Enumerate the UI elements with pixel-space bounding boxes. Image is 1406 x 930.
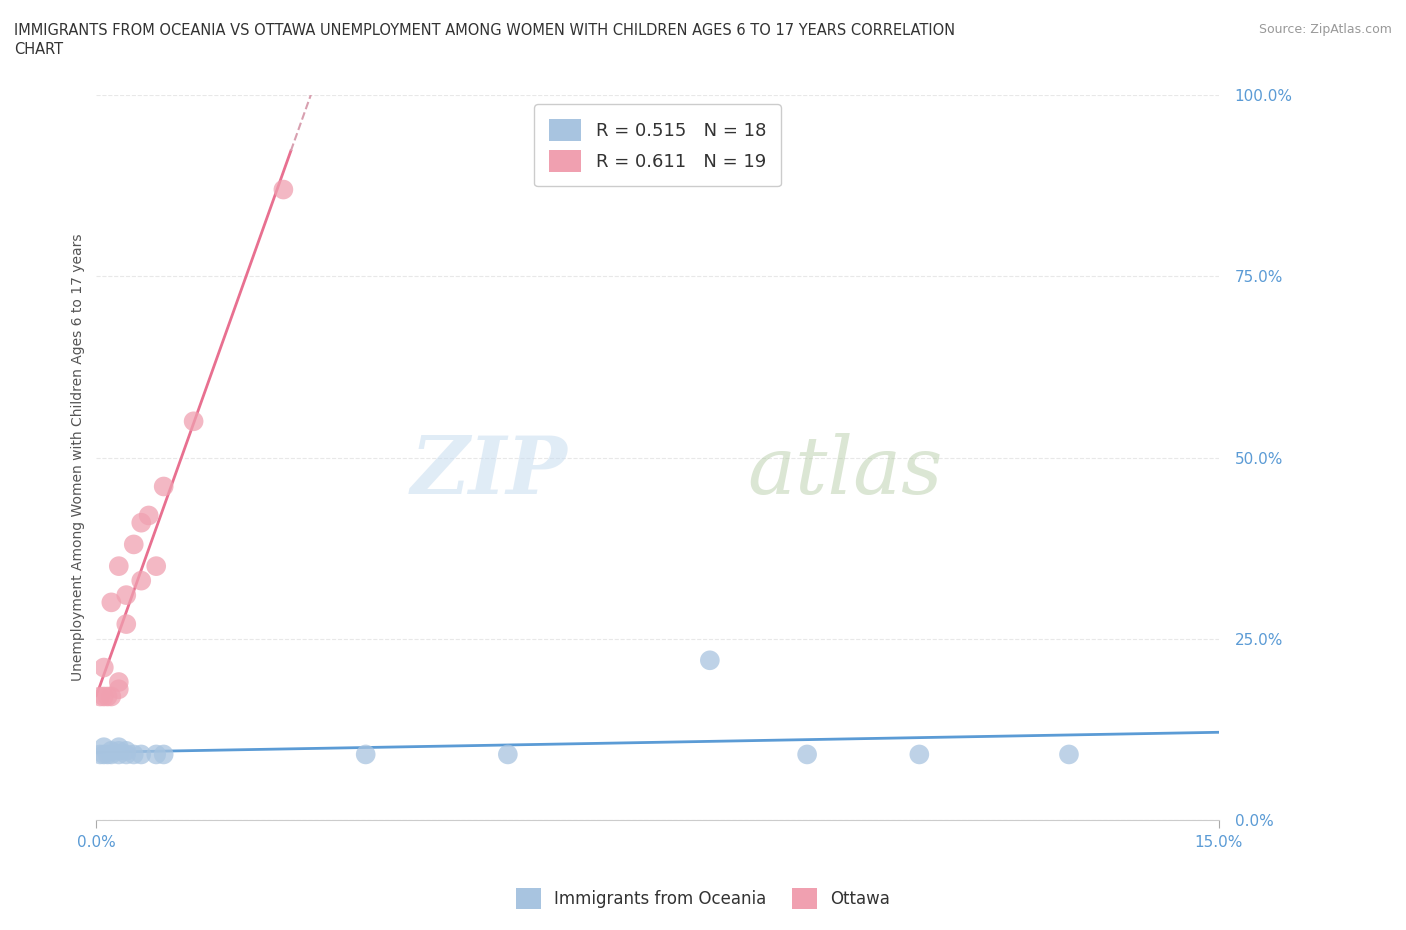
Point (122, 747, 145, 762)
Point (129, 747, 152, 762)
Legend: R = 0.515   N = 18, R = 0.611   N = 19: R = 0.515 N = 18, R = 0.611 N = 19 (534, 104, 780, 186)
Point (100, 689, 122, 704)
Point (100, 747, 122, 762)
Point (129, 515, 152, 530)
Point (97, 747, 120, 762)
Point (1057, 747, 1080, 762)
Point (107, 682, 129, 697)
Point (122, 537, 145, 551)
Point (100, 595, 122, 610)
Point (115, 747, 138, 762)
Point (100, 743, 122, 758)
Point (107, 747, 129, 762)
Y-axis label: Unemployment Among Women with Children Ages 6 to 17 years: Unemployment Among Women with Children A… (72, 233, 86, 682)
Point (496, 747, 519, 762)
Point (152, 747, 174, 762)
Point (93, 739, 115, 754)
Point (138, 508, 160, 523)
Point (93, 660, 115, 675)
Point (89, 689, 111, 704)
Point (93, 689, 115, 704)
Point (129, 573, 152, 588)
Text: ZIP: ZIP (411, 433, 568, 511)
Text: CHART: CHART (14, 42, 63, 57)
Legend: Immigrants from Oceania, Ottawa: Immigrants from Oceania, Ottawa (508, 880, 898, 917)
Point (89, 747, 111, 762)
Text: atlas: atlas (747, 433, 942, 511)
Point (145, 747, 167, 762)
Point (93, 747, 115, 762)
Text: IMMIGRANTS FROM OCEANIA VS OTTAWA UNEMPLOYMENT AMONG WOMEN WITH CHILDREN AGES 6 : IMMIGRANTS FROM OCEANIA VS OTTAWA UNEMPL… (14, 23, 955, 38)
Point (183, 414, 205, 429)
Point (115, 743, 138, 758)
Point (273, 182, 295, 197)
Point (796, 747, 818, 762)
Point (152, 479, 174, 494)
Point (699, 653, 721, 668)
Point (107, 559, 129, 574)
Point (107, 739, 129, 754)
Point (107, 743, 129, 758)
Point (145, 559, 167, 574)
Point (354, 747, 377, 762)
Point (97, 689, 120, 704)
Point (908, 747, 931, 762)
Point (115, 617, 138, 631)
Point (107, 674, 129, 689)
Point (115, 588, 138, 603)
Text: Source: ZipAtlas.com: Source: ZipAtlas.com (1258, 23, 1392, 36)
